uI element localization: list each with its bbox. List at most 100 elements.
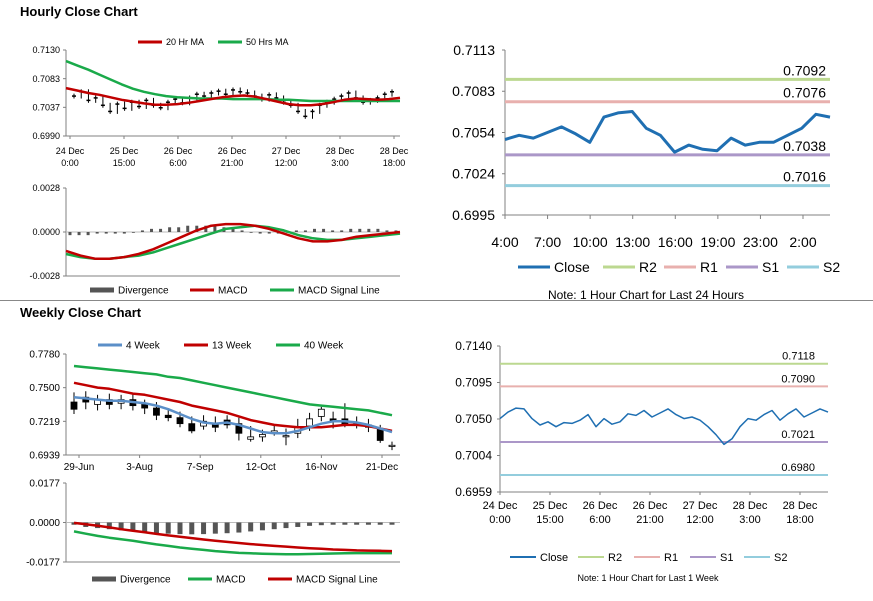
hourly24-xtick-label: 16:00 [658, 234, 693, 250]
weekly1w-level-r1-label: 0.7090 [781, 373, 815, 385]
weekly-divergence-bar [307, 522, 313, 526]
weekly1w-note: Note: 1 Hour Chart for Last 1 Week [578, 573, 719, 583]
hourly-divergence-bar [213, 225, 217, 232]
hourly24-xtick-label: 10:00 [573, 234, 608, 250]
weekly1w-legend-r2-label: R2 [608, 552, 622, 564]
weekly-candle-body [259, 434, 266, 438]
hourly-legend-macd-signal-label: MACD Signal Line [298, 286, 380, 297]
hourly24-ytick-label: 0.7113 [453, 42, 495, 58]
weekly1w-xtick-time: 21:00 [636, 514, 664, 526]
hourly-divergence-bar [186, 225, 190, 232]
hourly-price-ytick-label: 0.7083 [32, 74, 60, 84]
weekly1w-legend-s1-label: S1 [720, 552, 733, 564]
weekly-macd-ytick-label: -0.0177 [26, 558, 60, 569]
weekly-xtick-label: 29-Jun [64, 462, 95, 473]
hourly24-note: Note: 1 Hour Chart for Last 24 Hours [548, 288, 744, 302]
weekly-divergence-bar [201, 522, 207, 535]
weekly-macd-signal-line [73, 521, 393, 553]
hourly24-level-s1-label: 0.7038 [783, 138, 826, 154]
hourly24-ytick-label: 0.7024 [452, 166, 495, 182]
hourly-xtick-date: 25 Dec [110, 146, 139, 156]
hourly24-close-line [504, 110, 831, 154]
hourly-divergence-bar [177, 227, 181, 232]
weekly-40week-line [73, 364, 393, 417]
hourly-legend-macd-label: MACD [218, 286, 247, 297]
weekly1w-xtick-time: 3:00 [739, 514, 760, 526]
hourly-macd-ytick-label: 0.0028 [32, 183, 60, 193]
weekly-13week-line [73, 381, 393, 433]
weekly-xtick-label: 12-Oct [246, 462, 276, 473]
hourly-divergence-bar [340, 230, 344, 232]
weekly1w-xtick-date: 26 Dec [633, 500, 668, 512]
weekly-divergence-bar [259, 522, 265, 531]
weekly1w-xtick-time: 6:00 [589, 514, 610, 526]
hourly-xtick-time: 18:00 [383, 158, 406, 168]
hourly24-legend-close-label: Close [554, 259, 590, 275]
hourly-xtick-date: 26 Dec [218, 146, 247, 156]
hourly-xtick-date: 28 Dec [380, 146, 409, 156]
hourly-xtick-date: 27 Dec [272, 146, 301, 156]
hourly24-legend-s2-label: S2 [823, 259, 840, 275]
weekly1w-xtick-date: 28 Dec [783, 500, 818, 512]
hourly24-xtick-label: 4:00 [491, 234, 518, 250]
hourly-xtick-time: 12:00 [275, 158, 298, 168]
hourly-xtick-time: 3:00 [331, 158, 349, 168]
weekly-candle-body [141, 404, 149, 409]
weekly-divergence-bar [365, 522, 371, 525]
weekly1w-legend-s2-label: S2 [774, 552, 787, 564]
weekly-divergence-bar [377, 522, 383, 525]
weekly-candle-body [388, 444, 396, 447]
hourly-divergence-bar [104, 232, 108, 234]
weekly1w-ytick-label: 0.7004 [455, 449, 492, 463]
hourly-divergence-bar [385, 230, 389, 232]
weekly-divergence-bar [389, 522, 395, 525]
hourly-divergence-bar [195, 225, 199, 232]
weekly1w-xtick-time: 15:00 [536, 514, 564, 526]
weekly-divergence-bar [165, 522, 171, 534]
hourly-price-ytick-label: 0.6990 [32, 131, 60, 141]
hourly-legend-divergence-swatch [90, 287, 114, 293]
hourly-divergence-bar [131, 232, 135, 233]
weekly1w-xtick-date: 28 Dec [733, 500, 768, 512]
weekly1w-ytick-label: 0.6959 [455, 485, 492, 499]
weekly-divergence-bar [248, 522, 254, 532]
weekly-candle-body [306, 418, 313, 427]
weekly-price-ytick-label: 0.7780 [29, 350, 60, 361]
hourly-divergence-bar [68, 232, 72, 236]
hourly-divergence-bar [322, 228, 326, 232]
hourly-divergence-bar [240, 230, 244, 232]
weekly-price-ytick-label: 0.7500 [29, 383, 60, 394]
weekly-candle-body [164, 414, 172, 419]
hourly-divergence-bar [122, 232, 126, 234]
weekly-candle-body [70, 401, 78, 410]
hourly-divergence-bar [168, 227, 172, 232]
weekly-xtick-label: 21-Dec [366, 462, 398, 473]
hourly24-level-r2-label: 0.7092 [783, 62, 826, 78]
weekly-macd-ytick-label: 0.0177 [29, 479, 60, 490]
weekly-section-title: Weekly Close Chart [20, 305, 142, 320]
weekly1w-xtick-date: 25 Dec [533, 500, 568, 512]
hourly24-legend-s1-label: S1 [762, 259, 779, 275]
hourly24-ytick-label: 0.6995 [452, 207, 495, 223]
weekly1w-xtick-date: 24 Dec [483, 500, 518, 512]
weekly-candle-body [176, 417, 184, 425]
weekly-divergence-bar [271, 522, 277, 530]
hourly-xtick-time: 15:00 [113, 158, 136, 168]
weekly1w-ytick-label: 0.7095 [455, 376, 492, 390]
weekly-divergence-bar [354, 522, 360, 525]
weekly-price-ytick-label: 0.6939 [29, 451, 60, 462]
hourly-divergence-bar [86, 232, 90, 236]
weekly1w-close-line [499, 407, 829, 446]
hourly-xtick-time: 6:00 [169, 158, 187, 168]
hourly-macd-ytick-label: 0.0000 [32, 227, 60, 237]
hourly-divergence-bar [258, 232, 262, 234]
hourly24-legend-r1-label: R1 [700, 259, 718, 275]
weekly-divergence-bar [224, 522, 230, 534]
hourly-legend-20hr-label: 20 Hr MA [166, 37, 204, 47]
weekly-candle-body [247, 436, 255, 440]
hourly-legend-50hr-label: 50 Hrs MA [246, 37, 289, 47]
hourly-divergence-bar [358, 228, 362, 232]
hourly-divergence-bar [231, 228, 235, 232]
hourly-divergence-bar [140, 230, 144, 232]
